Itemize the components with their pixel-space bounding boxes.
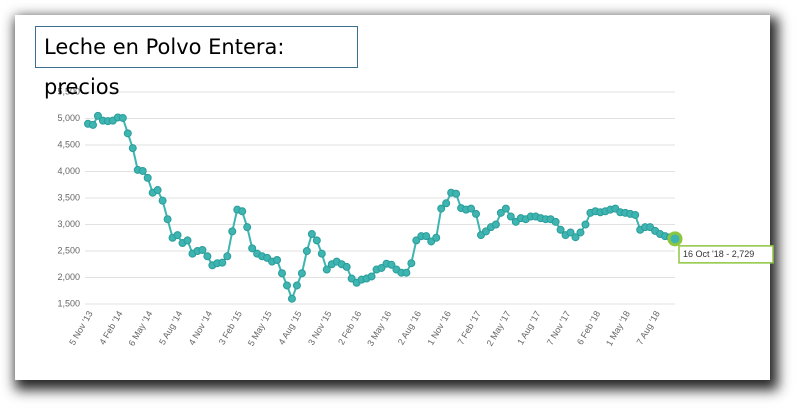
point	[472, 209, 481, 218]
point	[491, 220, 500, 229]
x-tick-label: 1 Nov '16	[425, 309, 453, 347]
point	[367, 272, 376, 281]
point	[292, 281, 301, 290]
point	[581, 220, 590, 229]
point	[287, 294, 296, 303]
x-tick-label: 2 May '17	[485, 309, 513, 348]
x-tick-label: 5 Nov '13	[67, 309, 95, 347]
point	[243, 223, 252, 232]
point	[437, 204, 446, 213]
x-tick-label: 5 May '15	[246, 309, 274, 348]
point	[163, 215, 172, 224]
point	[467, 204, 476, 213]
point	[387, 260, 396, 269]
x-tick-label: 4 Nov '14	[187, 309, 215, 347]
point	[138, 166, 147, 175]
y-tick-label: 5,000	[57, 113, 80, 123]
y-tick-label: 4,500	[57, 139, 80, 149]
x-tick-label: 2 Aug '16	[396, 309, 423, 346]
point	[223, 252, 232, 261]
x-tick-label: 5 Aug '14	[157, 309, 184, 346]
point	[551, 217, 560, 226]
y-tick-label: 3,500	[57, 192, 80, 202]
tooltip: 16 Oct '18 - 2,729	[678, 245, 774, 264]
y-tick-label: 1,500	[57, 298, 80, 308]
point	[153, 186, 162, 195]
point	[556, 225, 565, 234]
highlight-point	[667, 231, 683, 247]
x-tick-label: 4 Aug '15	[276, 309, 303, 346]
x-tick-label: 6 Feb '18	[575, 309, 602, 346]
point	[297, 269, 306, 278]
point	[183, 236, 192, 245]
point	[238, 207, 247, 216]
chart-title: Leche en Polvo Entera: precios	[35, 26, 358, 99]
point	[88, 120, 97, 129]
point	[128, 144, 137, 153]
point	[571, 233, 580, 242]
point	[407, 259, 416, 268]
point	[218, 258, 227, 267]
point	[158, 196, 167, 205]
point	[442, 199, 451, 208]
y-tick-label: 3,000	[57, 219, 80, 229]
point	[282, 281, 291, 290]
x-tick-label: 3 Nov '15	[306, 309, 334, 347]
point	[317, 249, 326, 258]
point	[173, 231, 182, 240]
x-tick-label: 7 Nov '17	[545, 309, 573, 347]
point	[402, 268, 411, 277]
tooltip-text: 16 Oct '18 - 2,729	[683, 249, 754, 259]
x-tick-label: 2 Feb '16	[336, 309, 363, 346]
point	[452, 189, 461, 198]
x-tick-label: 1 Aug '17	[515, 309, 542, 346]
point	[347, 274, 356, 283]
x-tick-label: 1 May '18	[604, 309, 632, 348]
point	[342, 262, 351, 271]
point	[506, 212, 515, 221]
point	[377, 263, 386, 272]
tooltip-box	[678, 245, 774, 264]
point	[248, 244, 257, 253]
point	[118, 113, 127, 122]
point	[496, 208, 505, 217]
x-tick-label: 7 Feb '17	[456, 309, 483, 346]
point	[422, 232, 431, 241]
point	[566, 228, 575, 237]
point	[278, 269, 287, 278]
point	[203, 252, 212, 261]
point	[228, 227, 237, 236]
point	[143, 173, 152, 182]
y-tick-label: 5,500	[57, 86, 80, 96]
point	[412, 236, 421, 245]
point	[432, 233, 441, 242]
x-tick-label: 4 Feb '14	[97, 309, 124, 346]
point	[631, 210, 640, 219]
x-tick-label: 7 Aug '18	[635, 309, 662, 346]
point	[198, 245, 207, 254]
point	[322, 265, 331, 274]
y-tick-label: 4,000	[57, 166, 80, 176]
x-tick-label: 3 Feb '15	[217, 309, 244, 346]
point	[302, 247, 311, 255]
point	[481, 227, 490, 236]
x-tick-label: 6 May '14	[126, 309, 154, 348]
x-tick-label: 3 May '16	[365, 309, 393, 348]
y-tick-label: 2,500	[57, 245, 80, 255]
point	[93, 111, 102, 120]
point	[576, 228, 585, 237]
y-tick-label: 2,000	[57, 272, 80, 282]
point	[273, 256, 282, 265]
point	[307, 230, 316, 239]
point	[312, 236, 321, 245]
point	[501, 204, 510, 213]
point	[123, 129, 132, 138]
